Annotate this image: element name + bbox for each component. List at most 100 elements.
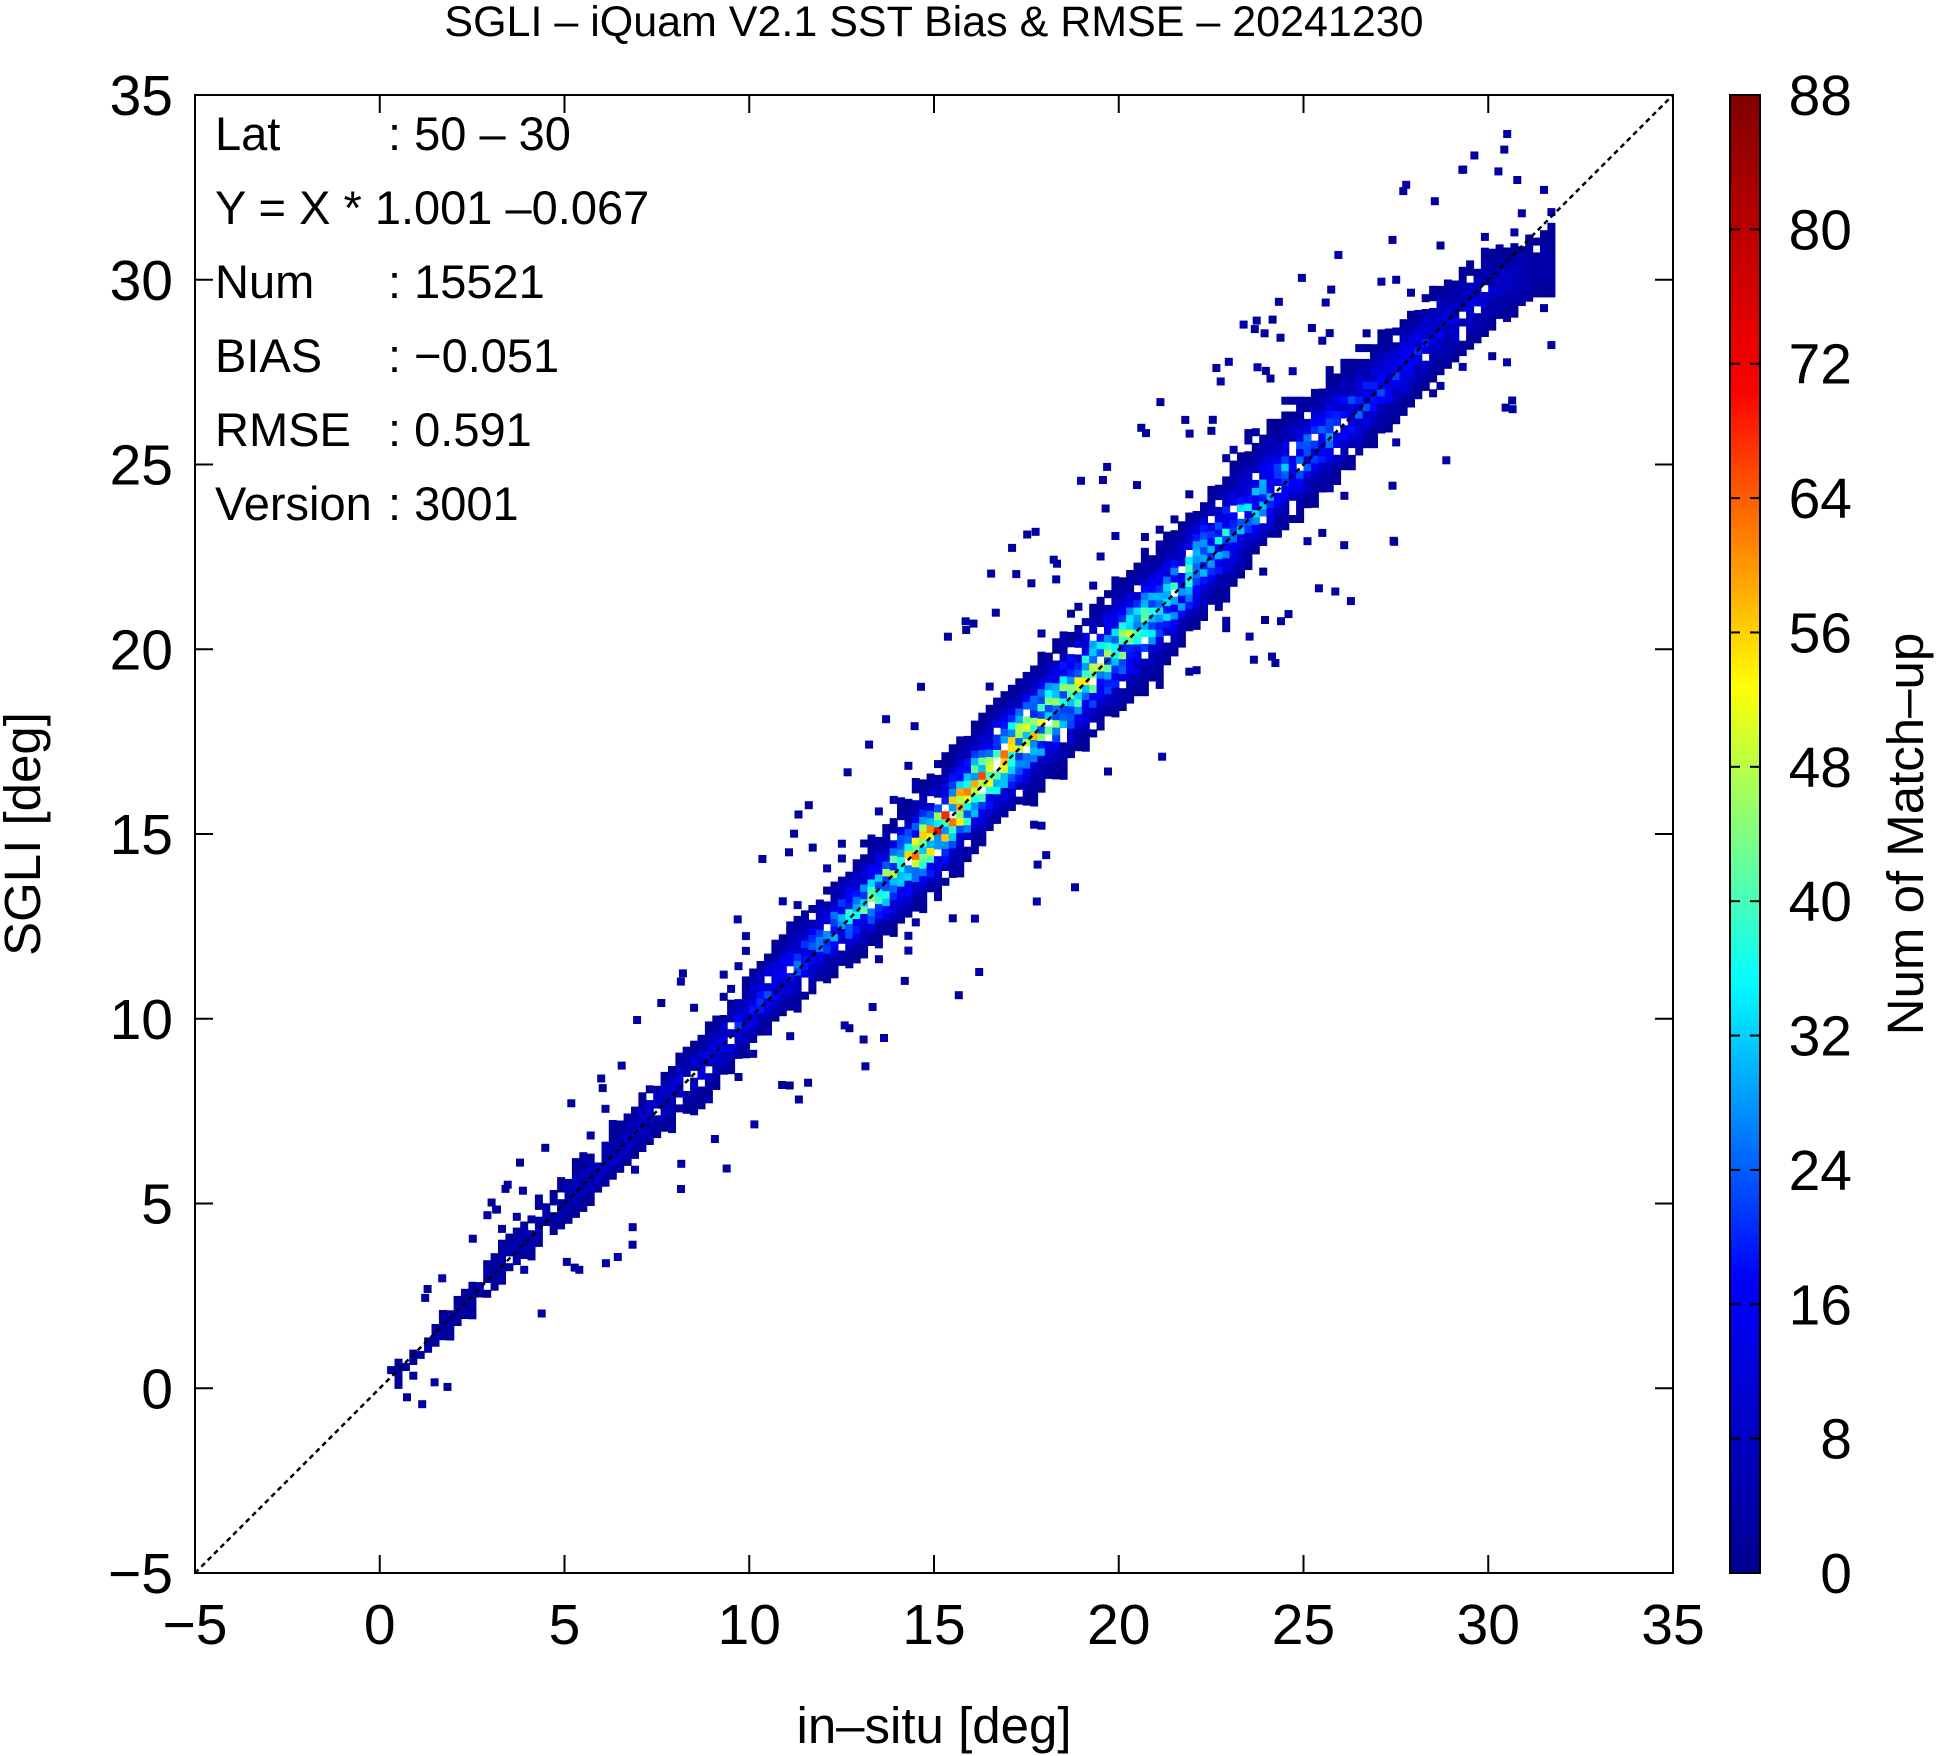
heatmap-cell: [1517, 246, 1526, 255]
heatmap-cell: [1148, 666, 1157, 675]
heatmap-cell: [682, 1068, 691, 1077]
heatmap-cell: [1155, 680, 1164, 689]
heatmap-cell: [1443, 360, 1452, 369]
heatmap-cell: [1370, 351, 1378, 360]
heatmap-cell: [586, 1153, 595, 1162]
heatmap-cell: [778, 941, 787, 950]
heatmap-cell: [601, 1163, 610, 1172]
heatmap-cell: [631, 1136, 639, 1145]
heatmap-cell: [1325, 417, 1334, 426]
heatmap-cell: [1259, 530, 1268, 539]
heatmap-cell: [1096, 604, 1105, 613]
heatmap-cell: [941, 818, 950, 827]
heatmap-cell: [704, 1080, 713, 1089]
heatmap-cell: [1207, 530, 1216, 539]
heatmap-cell: [1288, 396, 1297, 405]
heatmap-cell: [660, 1108, 669, 1117]
heatmap-cell: [1318, 336, 1327, 345]
heatmap-cell: [438, 1317, 447, 1326]
heatmap-cell: [1310, 492, 1319, 501]
heatmap-cell: [852, 955, 861, 964]
stat-label-num: Num: [215, 255, 314, 308]
heatmap-cell: [1104, 627, 1112, 636]
heatmap-cell: [1096, 633, 1105, 642]
heatmap-cell: [1355, 447, 1364, 456]
heatmap-cell-outlier: [794, 810, 803, 819]
heatmap-cell: [1429, 367, 1438, 376]
heatmap-cell: [1480, 306, 1489, 315]
heatmap-cell: [1059, 661, 1068, 669]
heatmap-cell: [1333, 440, 1342, 448]
heatmap-cell-outlier: [1508, 405, 1517, 414]
heatmap-cell-outlier: [468, 1234, 477, 1243]
heatmap-cell: [993, 808, 1002, 817]
heatmap-cell: [690, 1099, 699, 1108]
heatmap-cell: [1303, 396, 1312, 405]
heatmap-cell: [483, 1275, 492, 1283]
heatmap-cell: [1547, 237, 1556, 246]
heatmap-cell: [963, 750, 972, 759]
heatmap-cell: [970, 764, 979, 773]
heatmap-cell: [1407, 333, 1415, 341]
heatmap-cell: [1140, 673, 1149, 682]
heatmap-cell: [1503, 284, 1511, 293]
heatmap-cell: [1421, 382, 1430, 391]
heatmap-cell: [1251, 502, 1260, 511]
heatmap-cell: [897, 797, 905, 806]
heatmap-cell: [1281, 500, 1290, 509]
heatmap-cell: [682, 1105, 691, 1114]
heatmap-cell: [1222, 624, 1231, 633]
heatmap-cell: [948, 855, 957, 864]
heatmap-cell: [1096, 692, 1105, 701]
heatmap-cell: [1318, 484, 1327, 493]
heatmap-cell: [1163, 627, 1172, 636]
heatmap-cell: [608, 1171, 617, 1180]
heatmap-cell: [1089, 611, 1098, 620]
heatmap-cell: [1015, 781, 1024, 790]
heatmap-cell-outlier: [518, 1186, 527, 1195]
heatmap-cell: [1170, 604, 1179, 613]
heatmap-cell: [764, 953, 772, 962]
heatmap-cell: [1067, 735, 1075, 744]
heatmap-cell: [837, 906, 846, 915]
heatmap-cell: [808, 905, 817, 913]
heatmap-cell: [771, 947, 780, 956]
heatmap-cell: [1022, 790, 1031, 799]
heatmap-cell: [985, 719, 994, 728]
heatmap-cell: [941, 863, 950, 871]
heatmap-cell: [874, 851, 883, 860]
heatmap-cell: [808, 919, 817, 928]
heatmap-cell: [860, 935, 869, 944]
heatmap-cell: [867, 849, 876, 858]
heatmap-cell-outlier: [1261, 366, 1270, 375]
heatmap-cell-outlier: [758, 855, 767, 863]
heatmap-cell: [1355, 432, 1364, 441]
heatmap-cell: [926, 803, 935, 811]
heatmap-cell: [1259, 508, 1268, 517]
heatmap-cell: [631, 1165, 639, 1174]
heatmap-cell: [970, 824, 979, 832]
heatmap-cell: [1059, 764, 1068, 773]
heatmap-cell: [1362, 344, 1371, 353]
heatmap-cell: [1148, 599, 1157, 608]
heatmap-cell: [638, 1144, 647, 1152]
heatmap-cell: [1325, 403, 1334, 411]
heatmap-cell: [993, 801, 1002, 810]
heatmap-cell: [1170, 633, 1179, 642]
heatmap-cell: [1155, 658, 1164, 667]
heatmap-cell: [704, 1073, 713, 1082]
heatmap-cell: [815, 929, 824, 937]
heatmap-cell: [1074, 721, 1083, 730]
heatmap-cell: [1148, 658, 1157, 667]
heatmap-cell: [1451, 295, 1460, 304]
heatmap-cell: [934, 789, 942, 798]
heatmap-cell: [1118, 636, 1127, 645]
heatmap-cell: [1310, 396, 1319, 405]
heatmap-cell: [1281, 463, 1290, 472]
heatmap-cell: [801, 910, 809, 919]
heatmap-cell: [645, 1100, 654, 1109]
heatmap-cell: [801, 917, 809, 926]
heatmap-cell: [1429, 359, 1438, 368]
heatmap-cell: [852, 925, 861, 934]
